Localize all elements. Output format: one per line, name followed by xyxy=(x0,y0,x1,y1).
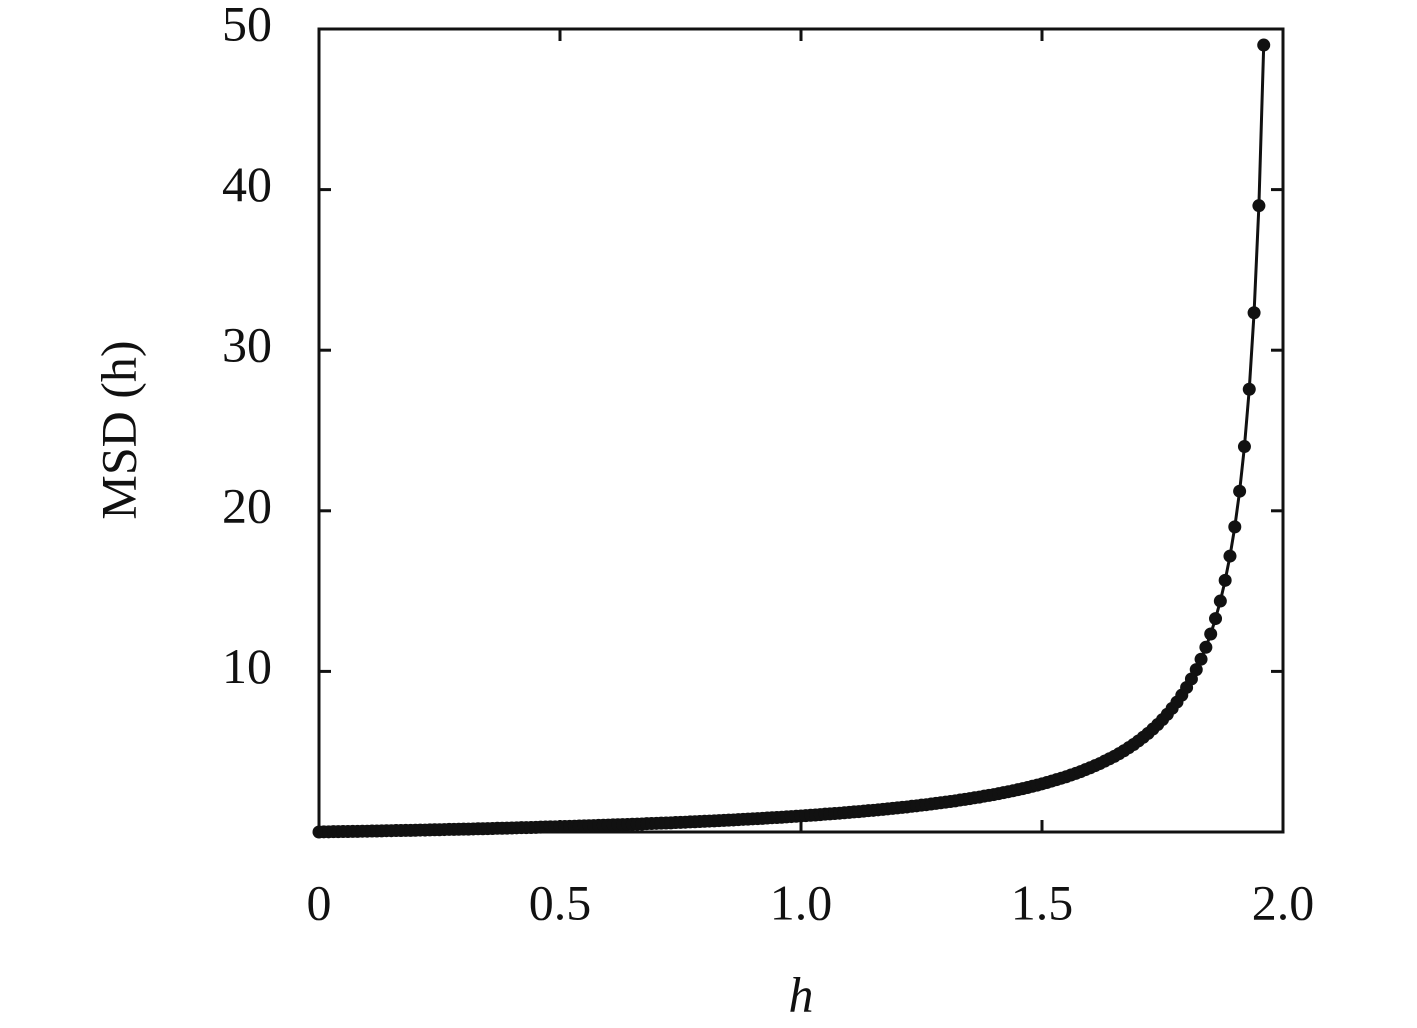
y-tick-label: 10 xyxy=(222,638,272,694)
data-point xyxy=(1213,594,1227,608)
data-point xyxy=(1252,199,1266,213)
data-point xyxy=(1199,640,1213,654)
data-point xyxy=(1209,612,1223,626)
x-axis-label: h xyxy=(789,966,814,1022)
y-axis-label: MSD (h) xyxy=(90,340,146,519)
x-tick-label: 0 xyxy=(307,874,332,930)
data-point xyxy=(1228,520,1242,534)
data-point xyxy=(1233,484,1247,498)
y-tick-label: 40 xyxy=(222,156,272,212)
x-tick-label: 2.0 xyxy=(1252,874,1315,930)
y-tick-label: 50 xyxy=(222,0,272,51)
x-tick-label: 1.0 xyxy=(770,874,833,930)
x-tick-label: 0.5 xyxy=(529,874,592,930)
data-point xyxy=(1257,38,1271,52)
y-tick-label: 30 xyxy=(222,317,272,373)
x-tick-label: 1.5 xyxy=(1011,874,1074,930)
data-point xyxy=(1237,440,1251,454)
y-tick-label: 20 xyxy=(222,477,272,533)
data-point xyxy=(1218,573,1232,587)
data-point xyxy=(1194,652,1208,666)
plot-frame xyxy=(317,27,1285,834)
data-point xyxy=(1247,306,1261,320)
data-point xyxy=(1204,627,1218,641)
data-point xyxy=(1189,663,1203,677)
data-line xyxy=(318,45,1266,834)
data-point xyxy=(1223,549,1237,563)
data-point xyxy=(1242,382,1256,396)
